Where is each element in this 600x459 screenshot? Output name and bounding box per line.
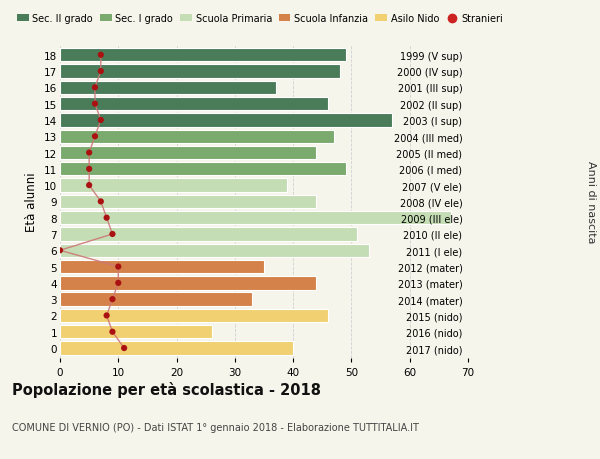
Point: [55, 247, 65, 254]
Point: [96, 68, 106, 76]
Bar: [60, 163, 346, 176]
Bar: [60, 212, 451, 225]
Point: [113, 280, 123, 287]
Point: [102, 312, 112, 319]
Bar: [60, 179, 287, 192]
Bar: [60, 260, 264, 274]
Text: Anni di nascita: Anni di nascita: [586, 161, 596, 243]
Point: [90, 101, 100, 108]
Text: Popolazione per età scolastica - 2018: Popolazione per età scolastica - 2018: [12, 381, 321, 397]
Bar: [60, 244, 369, 257]
Bar: [60, 341, 293, 355]
Point: [113, 263, 123, 271]
Bar: [60, 114, 392, 127]
Point: [107, 328, 117, 336]
Bar: [60, 82, 275, 95]
Point: [96, 52, 106, 59]
Legend: Sec. II grado, Sec. I grado, Scuola Primaria, Scuola Infanzia, Asilo Nido, Stran: Sec. II grado, Sec. I grado, Scuola Prim…: [17, 14, 503, 24]
Point: [119, 345, 129, 352]
Point: [107, 231, 117, 238]
Bar: [60, 325, 212, 339]
Y-axis label: Età alunni: Età alunni: [25, 172, 38, 232]
Point: [85, 166, 94, 173]
Point: [90, 84, 100, 92]
Point: [96, 198, 106, 206]
Point: [90, 133, 100, 140]
Bar: [60, 195, 316, 209]
Bar: [60, 146, 316, 160]
Bar: [60, 309, 328, 322]
Bar: [60, 130, 334, 144]
Bar: [60, 65, 340, 78]
Point: [96, 117, 106, 124]
Point: [85, 150, 94, 157]
Point: [102, 214, 112, 222]
Point: [107, 296, 117, 303]
Bar: [60, 49, 346, 62]
Bar: [60, 293, 253, 306]
Bar: [60, 277, 316, 290]
Text: COMUNE DI VERNIO (PO) - Dati ISTAT 1° gennaio 2018 - Elaborazione TUTTITALIA.IT: COMUNE DI VERNIO (PO) - Dati ISTAT 1° ge…: [12, 422, 419, 432]
Bar: [60, 98, 328, 111]
Point: [85, 182, 94, 190]
Bar: [60, 228, 357, 241]
